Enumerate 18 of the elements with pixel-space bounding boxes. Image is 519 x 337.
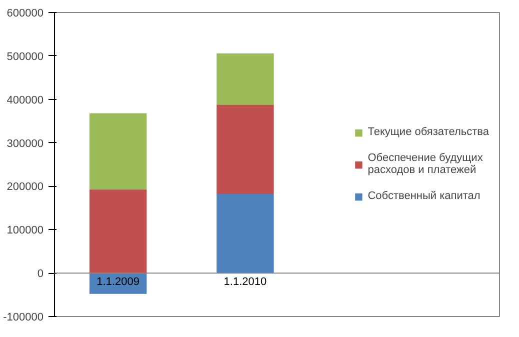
y-tick-label: 100000 (6, 224, 44, 237)
y-tick-label: 400000 (6, 94, 44, 106)
x-tick-label: 1.1.2009 (96, 276, 140, 288)
bar (216, 104, 274, 194)
y-tick-label: -100000 (3, 312, 44, 324)
y-tick-label: 0 (37, 268, 44, 280)
bar (89, 113, 147, 190)
bar (216, 194, 274, 274)
y-tick-label: 300000 (6, 138, 44, 150)
y-tick-label: 500000 (6, 50, 44, 63)
x-tick-label: 1.1.2010 (224, 276, 267, 288)
legend-label: Обеспечение будущих расходов и платежей (368, 152, 483, 176)
legend-label: Собственный капитал (368, 190, 480, 202)
y-tick-label: 600000 (6, 8, 44, 20)
bar (89, 189, 147, 274)
bar (216, 53, 274, 105)
legend-label: Текущие обязательства (368, 126, 489, 138)
y-tick-label: 200000 (6, 181, 44, 194)
